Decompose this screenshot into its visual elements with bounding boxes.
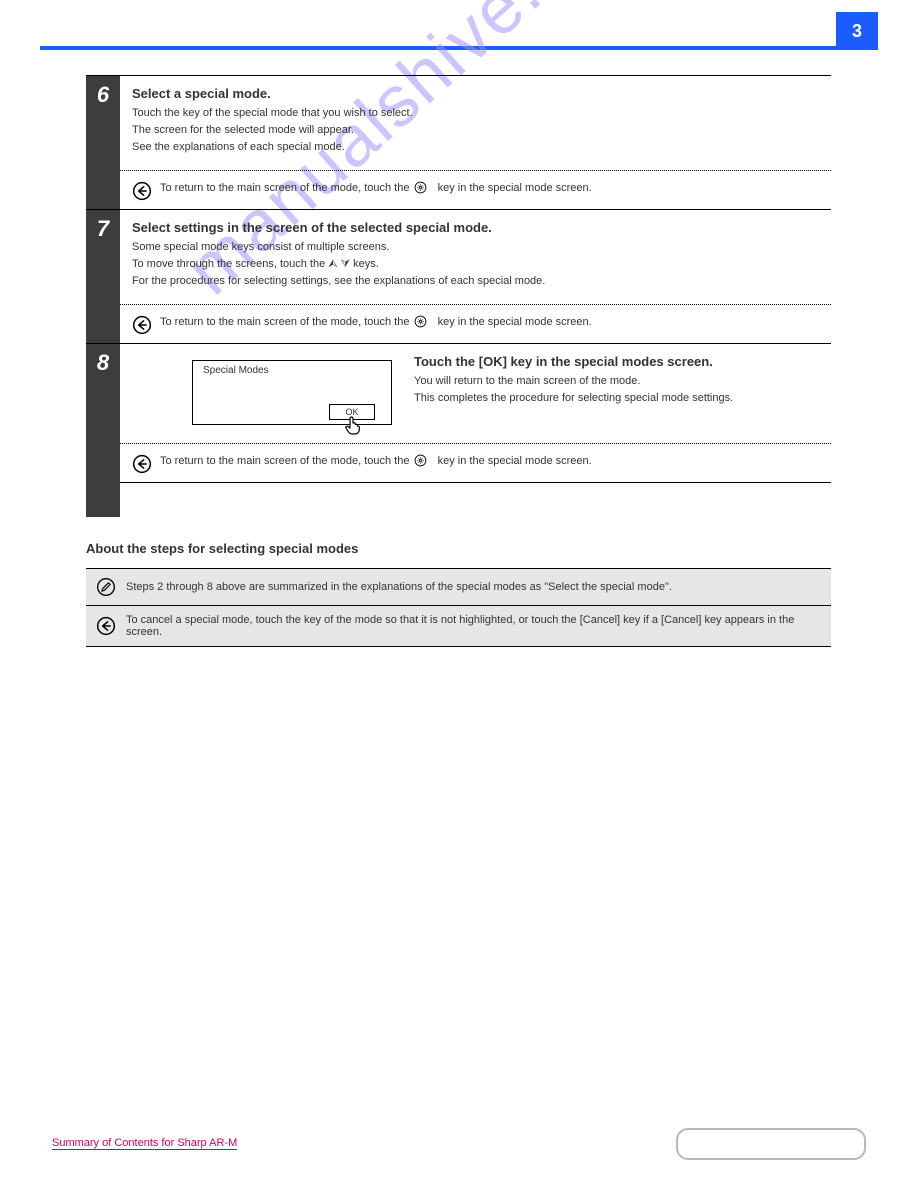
alt-text: To return to the main screen of the mode… bbox=[160, 181, 592, 201]
step-title: Touch the [OK] key in the special modes … bbox=[414, 354, 823, 369]
step-desc-line: Some special mode keys consist of multip… bbox=[132, 239, 823, 256]
step-number: 8 bbox=[97, 350, 109, 376]
pencil-icon bbox=[96, 577, 116, 597]
dotted-divider bbox=[120, 304, 831, 305]
step-body: Select settings in the screen of the sel… bbox=[120, 210, 831, 300]
step-number: 7 bbox=[97, 216, 109, 242]
step-desc-line: The screen for the selected mode will ap… bbox=[132, 122, 823, 139]
touch-illustration: Special Modes OK bbox=[192, 360, 392, 425]
alt-text: To return to the main screen of the mode… bbox=[160, 454, 592, 474]
info-note-row: Steps 2 through 8 above are summarized i… bbox=[86, 568, 831, 606]
step-title: Select a special mode. bbox=[132, 86, 823, 101]
step-desc-line: Touch the key of the special mode that y… bbox=[132, 105, 823, 122]
dotted-divider bbox=[120, 170, 831, 171]
step-8: 8 Special Modes OK Touch the [OK] key in… bbox=[86, 343, 831, 482]
step-6: 6 Select a special mode. Touch the key o… bbox=[86, 75, 831, 209]
back-icon bbox=[132, 454, 152, 474]
back-icon bbox=[132, 315, 152, 335]
step-body: Special Modes OK Touch the [OK] key in t… bbox=[120, 344, 831, 439]
footer-link[interactable]: Summary of Contents for Sharp AR-M bbox=[52, 1137, 237, 1150]
info-section: About the steps for selecting special mo… bbox=[86, 541, 831, 647]
hand-pointer-icon bbox=[341, 413, 365, 440]
section-end-rule bbox=[86, 482, 831, 483]
step-desc-line: See the explanations of each special mod… bbox=[132, 139, 823, 156]
step-desc-line: For the procedures for selecting setting… bbox=[132, 273, 823, 290]
info-back-text: To cancel a special mode, touch the key … bbox=[126, 614, 821, 638]
step-number-col: 6 bbox=[86, 76, 120, 223]
page-content: 6 Select a special mode. Touch the key o… bbox=[86, 75, 831, 647]
step-body: Select a special mode. Touch the key of … bbox=[120, 76, 831, 166]
step-number-col: 8 bbox=[86, 344, 120, 517]
step-desc-line: To move through the screens, touch the ⮙… bbox=[132, 256, 823, 273]
step-desc-line: This completes the procedure for selecti… bbox=[414, 390, 823, 407]
step-alt-row: To return to the main screen of the mode… bbox=[120, 175, 831, 209]
step-alt-row: To return to the main screen of the mode… bbox=[120, 448, 831, 482]
illus-label: Special Modes bbox=[203, 365, 269, 376]
gear-icon bbox=[414, 315, 434, 335]
step-alt-row: To return to the main screen of the mode… bbox=[120, 309, 831, 343]
back-icon bbox=[96, 616, 116, 636]
step-title: Select settings in the screen of the sel… bbox=[132, 220, 823, 235]
step-7: 7 Select settings in the screen of the s… bbox=[86, 209, 831, 343]
dotted-divider bbox=[120, 443, 831, 444]
gear-icon bbox=[414, 454, 434, 474]
alt-text: To return to the main screen of the mode… bbox=[160, 315, 592, 335]
footer-capsule bbox=[676, 1128, 866, 1160]
info-title: About the steps for selecting special mo… bbox=[86, 541, 831, 556]
info-note-text: Steps 2 through 8 above are summarized i… bbox=[126, 581, 672, 593]
back-icon bbox=[132, 181, 152, 201]
info-back-row: To cancel a special mode, touch the key … bbox=[86, 606, 831, 647]
step-desc-line: You will return to the main screen of th… bbox=[414, 373, 823, 390]
gear-icon bbox=[414, 181, 434, 201]
step-number: 6 bbox=[97, 82, 109, 108]
page-header: 3 bbox=[40, 12, 878, 50]
chapter-badge: 3 bbox=[836, 12, 878, 50]
